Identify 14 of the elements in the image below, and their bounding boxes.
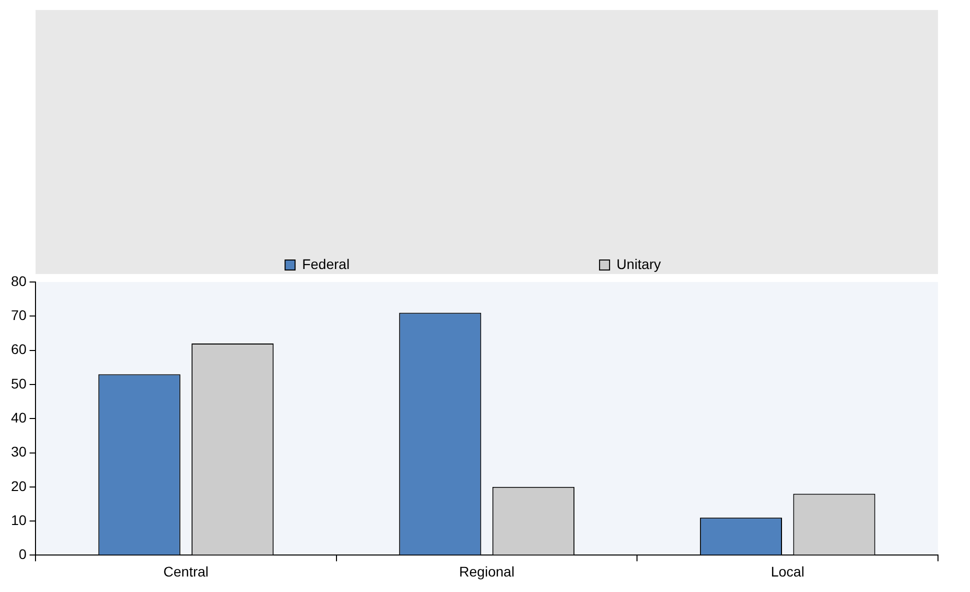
y-tick-label: 40	[10, 409, 27, 426]
y-tick-label: 70	[10, 307, 27, 324]
x-tick-label: Central	[163, 563, 209, 580]
x-tick-label: Regional	[459, 563, 514, 580]
y-tick-label: 80	[10, 272, 27, 289]
y-tick-label: 10	[10, 512, 27, 528]
legend-label: Federal	[302, 256, 350, 272]
x-tick-label: Local	[770, 563, 804, 580]
y-tick-label: 50	[10, 375, 27, 392]
y-tick-label: 60	[10, 341, 27, 358]
y-tick-label: 20	[10, 478, 27, 494]
y-tick-label: 30	[10, 444, 27, 460]
legend-label: Unitary	[616, 256, 661, 272]
y-tick-label: 0	[18, 546, 27, 562]
